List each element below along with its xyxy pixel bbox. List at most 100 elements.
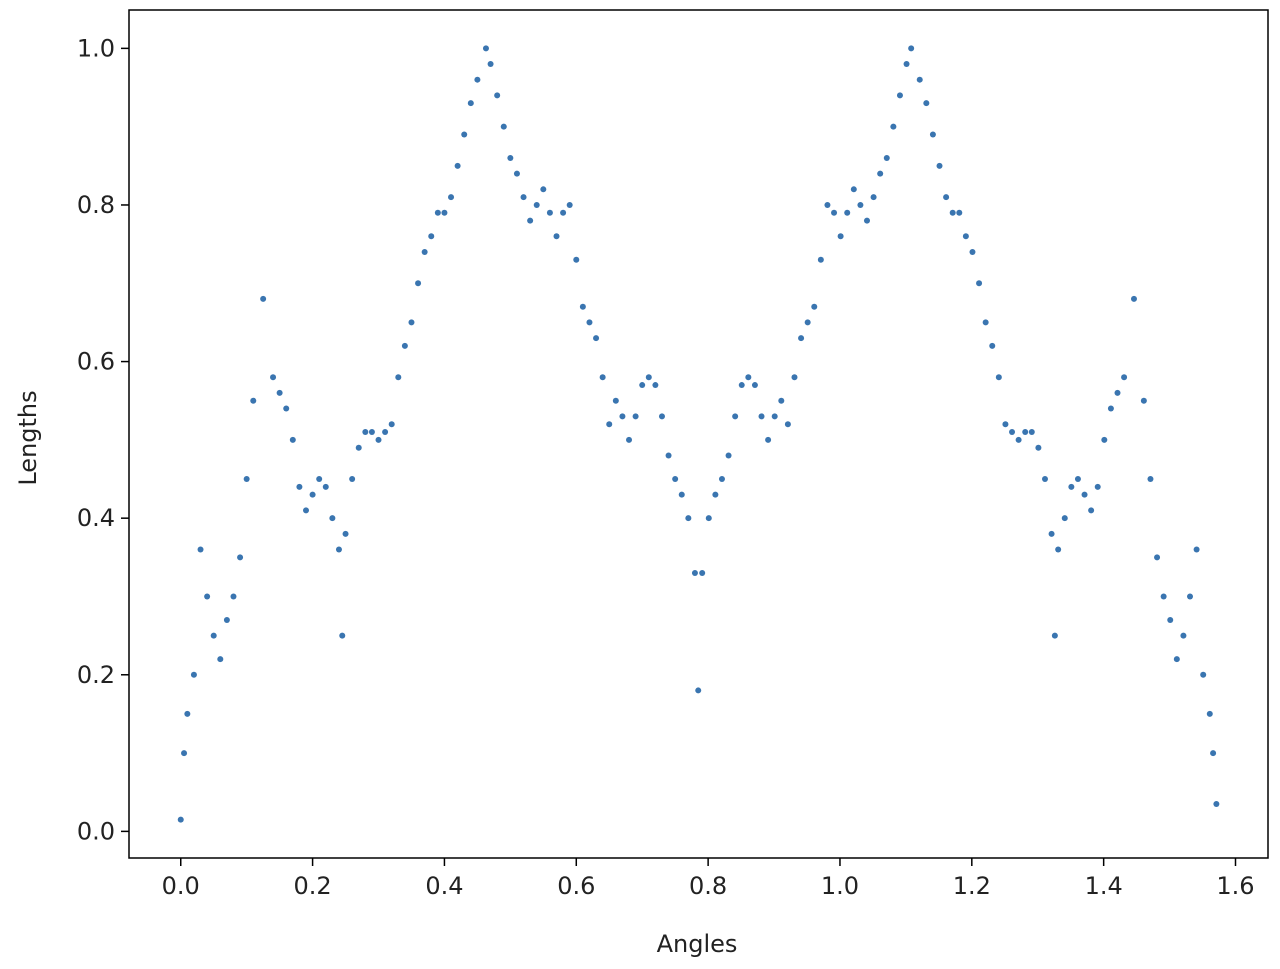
- point: [368, 429, 375, 436]
- point: [695, 687, 702, 694]
- point: [863, 217, 870, 224]
- x-axis-label: Angles: [657, 930, 738, 958]
- point: [500, 123, 507, 130]
- point: [586, 319, 593, 326]
- point: [817, 256, 824, 263]
- point: [1213, 800, 1220, 807]
- point: [250, 397, 257, 404]
- point: [467, 100, 474, 107]
- point: [573, 256, 580, 263]
- point: [599, 374, 606, 381]
- point: [1051, 632, 1058, 639]
- point: [1009, 429, 1016, 436]
- point: [936, 162, 943, 169]
- point: [513, 170, 520, 177]
- point: [908, 45, 915, 52]
- point: [844, 209, 851, 216]
- point: [1002, 421, 1009, 428]
- point: [474, 76, 481, 83]
- point: [454, 162, 461, 169]
- point: [408, 319, 415, 326]
- point: [606, 421, 613, 428]
- point: [553, 233, 560, 240]
- point: [929, 131, 936, 138]
- point: [428, 233, 435, 240]
- y-tick-label: 0.2: [77, 661, 115, 689]
- point: [995, 374, 1002, 381]
- point: [421, 248, 428, 255]
- point: [395, 374, 402, 381]
- point: [976, 280, 983, 287]
- point: [579, 303, 586, 310]
- point: [448, 194, 455, 201]
- x-tick-label: 1.0: [821, 872, 859, 900]
- point: [494, 92, 501, 99]
- point: [725, 452, 732, 459]
- point: [857, 201, 864, 208]
- point: [877, 170, 884, 177]
- point: [339, 632, 346, 639]
- point: [989, 342, 996, 349]
- point: [1160, 593, 1167, 600]
- point: [1173, 656, 1180, 663]
- point: [1028, 429, 1035, 436]
- point: [434, 209, 441, 216]
- x-tick-label: 0.2: [294, 872, 332, 900]
- point: [204, 593, 211, 600]
- point: [1121, 374, 1128, 381]
- point: [401, 342, 408, 349]
- point: [210, 632, 217, 639]
- point: [1094, 483, 1101, 490]
- point: [546, 209, 553, 216]
- x-tick-label: 1.4: [1085, 872, 1123, 900]
- point: [217, 656, 224, 663]
- point: [718, 476, 725, 483]
- point: [949, 209, 956, 216]
- point: [223, 616, 230, 623]
- point: [441, 209, 448, 216]
- point: [765, 436, 772, 443]
- point: [566, 201, 573, 208]
- point: [778, 397, 785, 404]
- point: [1035, 444, 1042, 451]
- point: [619, 413, 626, 420]
- point: [593, 335, 600, 342]
- point: [751, 382, 758, 389]
- point: [375, 436, 382, 443]
- point: [1154, 554, 1161, 561]
- point: [1022, 429, 1029, 436]
- point: [691, 569, 698, 576]
- point: [335, 546, 342, 553]
- point: [362, 429, 369, 436]
- point: [415, 280, 422, 287]
- point: [758, 413, 765, 420]
- point: [289, 436, 296, 443]
- point: [705, 515, 712, 522]
- point: [1187, 593, 1194, 600]
- point: [1140, 397, 1147, 404]
- point: [482, 45, 489, 52]
- point: [1101, 436, 1108, 443]
- y-tick-label: 0.4: [77, 504, 115, 532]
- point: [349, 476, 356, 483]
- point: [487, 61, 494, 68]
- y-tick-label: 1.0: [77, 34, 115, 62]
- point: [322, 483, 329, 490]
- point: [270, 374, 277, 381]
- point: [645, 374, 652, 381]
- point: [184, 710, 191, 717]
- point: [1107, 405, 1114, 412]
- point: [1200, 671, 1207, 678]
- x-tick-label: 0.0: [162, 872, 200, 900]
- point: [791, 374, 798, 381]
- point: [672, 476, 679, 483]
- point: [1048, 530, 1055, 537]
- point: [837, 233, 844, 240]
- y-tick-label: 0.6: [77, 348, 115, 376]
- point: [745, 374, 752, 381]
- point: [612, 397, 619, 404]
- point: [355, 444, 362, 451]
- point: [890, 123, 897, 130]
- point: [982, 319, 989, 326]
